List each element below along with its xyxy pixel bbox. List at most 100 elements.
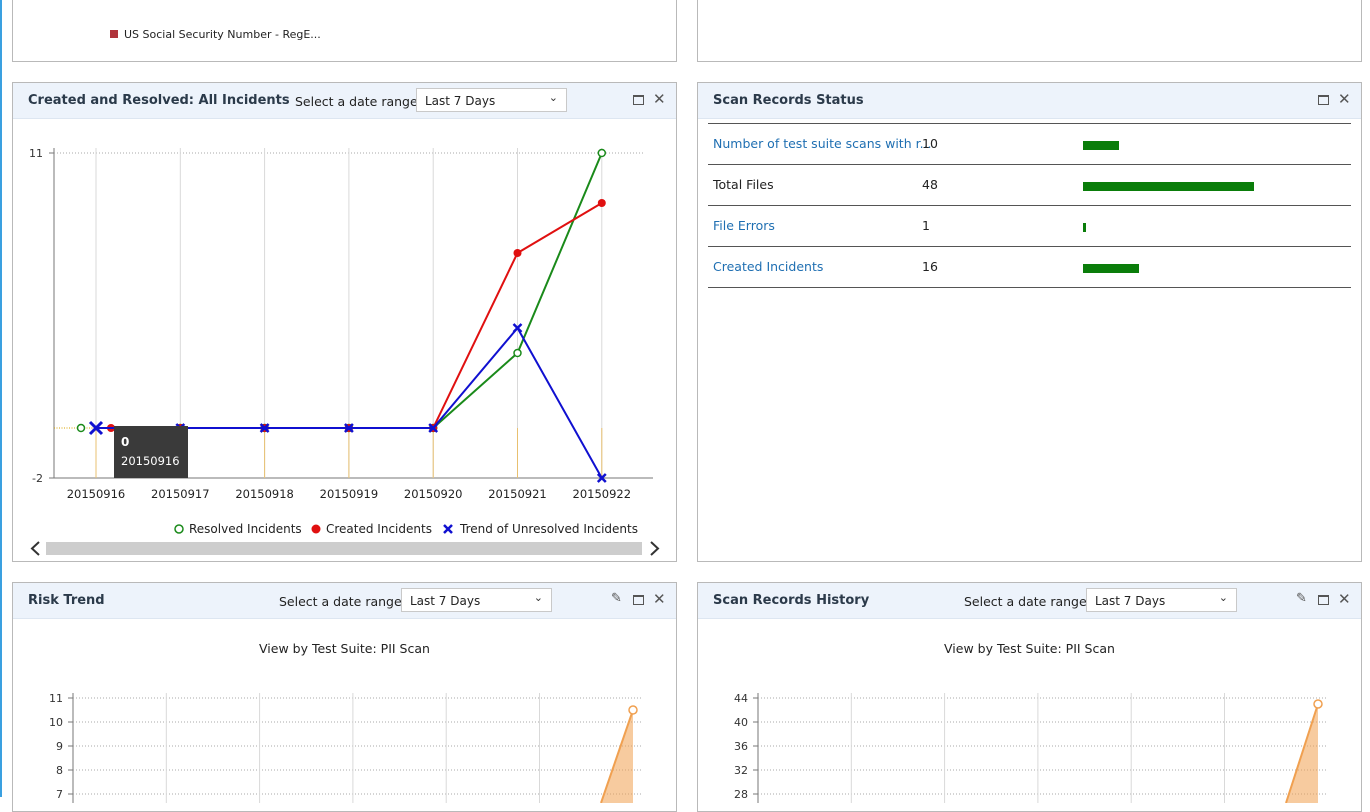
data-point: [76, 423, 86, 433]
row-label[interactable]: Created Incidents: [713, 259, 824, 274]
maximize-icon[interactable]: [1318, 595, 1329, 605]
tooltip-date: 20150916: [121, 454, 180, 468]
date-range-label: Select a date range:: [295, 94, 422, 109]
scan-status-title: Scan Records Status: [713, 93, 864, 108]
date-range-label: Select a date range:: [279, 594, 406, 609]
row-label[interactable]: Number of test suite scans with r...: [713, 136, 932, 151]
data-point: [513, 249, 522, 257]
scan-history-title: Scan Records History: [713, 593, 870, 608]
x-tick-label: 20150920: [404, 487, 463, 501]
scan-history-chart: 44 40 36 32 28: [734, 692, 1328, 803]
close-icon[interactable]: ✕: [653, 590, 666, 608]
legend-swatch-ssn: [110, 30, 118, 38]
date-range-value: Last 7 Days: [1095, 594, 1166, 608]
close-icon[interactable]: ✕: [1338, 90, 1351, 108]
data-point: [596, 473, 607, 483]
table-row: Created Incidents 16: [708, 247, 1351, 288]
incidents-panel-header: Created and Resolved: All Incidents Sele…: [13, 83, 676, 119]
data-point: [512, 323, 523, 333]
y-tick-label: 28: [734, 788, 748, 801]
table-row: Total Files 48: [708, 165, 1351, 206]
scan-history-panel: Scan Records History Select a date range…: [697, 582, 1362, 812]
horizontal-scrollbar[interactable]: [30, 541, 660, 556]
x-tick-label: 20150916: [67, 487, 126, 501]
legend-item-ssn[interactable]: US Social Security Number - RegE...: [124, 28, 321, 41]
y-tick-label: 11: [49, 692, 63, 705]
chart-tooltip: 0 20150916: [114, 426, 188, 478]
top-right-panel: [697, 0, 1362, 62]
scan-status-panel: Scan Records Status ✕ Number of test sui…: [697, 82, 1362, 562]
data-point: [1313, 699, 1323, 709]
risk-trend-header: Risk Trend Select a date range: Last 7 D…: [13, 583, 676, 619]
data-point: [513, 348, 522, 358]
top-left-panel: US Social Security Number - RegE...: [12, 0, 677, 62]
y-tick-label: 32: [734, 764, 748, 777]
legend-marker-resolved: [174, 524, 184, 534]
series-line: [1285, 703, 1319, 803]
row-value: 1: [922, 218, 930, 233]
row-value: 16: [922, 259, 938, 274]
scrollbar-thumb: [46, 542, 642, 555]
chevron-down-icon: ⌄: [1218, 591, 1228, 604]
risk-trend-subtitle: View by Test Suite: PII Scan: [259, 641, 430, 656]
data-point: [88, 420, 104, 436]
x-tick-label: 20150919: [320, 487, 379, 501]
row-value: 48: [922, 177, 938, 192]
y-tick-label: 7: [56, 788, 63, 801]
x-tick-label: 20150917: [151, 487, 210, 501]
x-tick-label: 20150922: [573, 487, 632, 501]
row-bar: [1083, 141, 1119, 150]
date-range-select[interactable]: Last 7 Days ⌄: [401, 588, 552, 612]
legend-label-resolved: Resolved Incidents: [189, 522, 302, 536]
y-tick-label: 36: [734, 740, 748, 753]
risk-trend-title: Risk Trend: [28, 593, 105, 608]
row-bar: [1083, 264, 1139, 273]
row-bar: [1083, 223, 1086, 232]
scan-status-header: Scan Records Status ✕: [698, 83, 1361, 119]
table-row: File Errors 1: [708, 206, 1351, 247]
y-tick-label: 11: [29, 147, 43, 160]
incidents-panel-title: Created and Resolved: All Incidents: [28, 93, 290, 108]
close-icon[interactable]: ✕: [653, 90, 666, 108]
maximize-icon[interactable]: [633, 95, 644, 105]
maximize-icon[interactable]: [633, 595, 644, 605]
x-tick-label: 20150918: [235, 487, 294, 501]
y-tick-label: 9: [56, 740, 63, 753]
tooltip-value: 0: [121, 435, 129, 449]
y-tick-label: 44: [734, 692, 748, 705]
edit-pencil-icon[interactable]: ✎: [1296, 591, 1307, 606]
data-point: [597, 199, 606, 207]
row-bar: [1083, 182, 1254, 191]
row-label[interactable]: File Errors: [713, 218, 775, 233]
legend-marker-created: [311, 524, 321, 534]
data-point: [428, 423, 439, 433]
y-tick-label: -2: [32, 472, 43, 485]
scroll-left-arrow-icon: [30, 541, 40, 556]
edit-pencil-icon[interactable]: ✎: [611, 591, 622, 606]
y-tick-label: 40: [734, 716, 748, 729]
row-label: Total Files: [713, 177, 774, 192]
close-icon[interactable]: ✕: [1338, 590, 1351, 608]
risk-trend-panel: Risk Trend Select a date range: Last 7 D…: [12, 582, 677, 812]
data-point: [259, 423, 270, 433]
chevron-down-icon: ⌄: [548, 91, 558, 104]
date-range-select[interactable]: Last 7 Days ⌄: [416, 88, 567, 112]
maximize-icon[interactable]: [1318, 95, 1329, 105]
window-left-edge: [0, 0, 2, 797]
risk-trend-chart: 11 10 9 8 7: [49, 692, 643, 803]
legend-label-created: Created Incidents: [326, 522, 432, 536]
chevron-down-icon: ⌄: [533, 591, 543, 604]
date-range-select[interactable]: Last 7 Days ⌄: [1086, 588, 1237, 612]
x-tick-label: 20150921: [488, 487, 547, 501]
scroll-right-arrow-icon: [650, 541, 660, 556]
legend-marker-unresolved: [443, 524, 453, 534]
incidents-panel: Created and Resolved: All Incidents Sele…: [12, 82, 677, 562]
y-tick-label: 8: [56, 764, 63, 777]
legend-label-unresolved: Trend of Unresolved Incidents: [459, 522, 638, 536]
scan-history-subtitle: View by Test Suite: PII Scan: [944, 641, 1115, 656]
data-point: [344, 423, 354, 433]
table-row: Number of test suite scans with r... 10: [708, 124, 1351, 165]
date-range-label: Select a date range:: [964, 594, 1091, 609]
date-range-value: Last 7 Days: [410, 594, 481, 608]
incidents-chart: 11 -2 20150916 20150917 20150918 20150919 2015…: [29, 147, 660, 556]
